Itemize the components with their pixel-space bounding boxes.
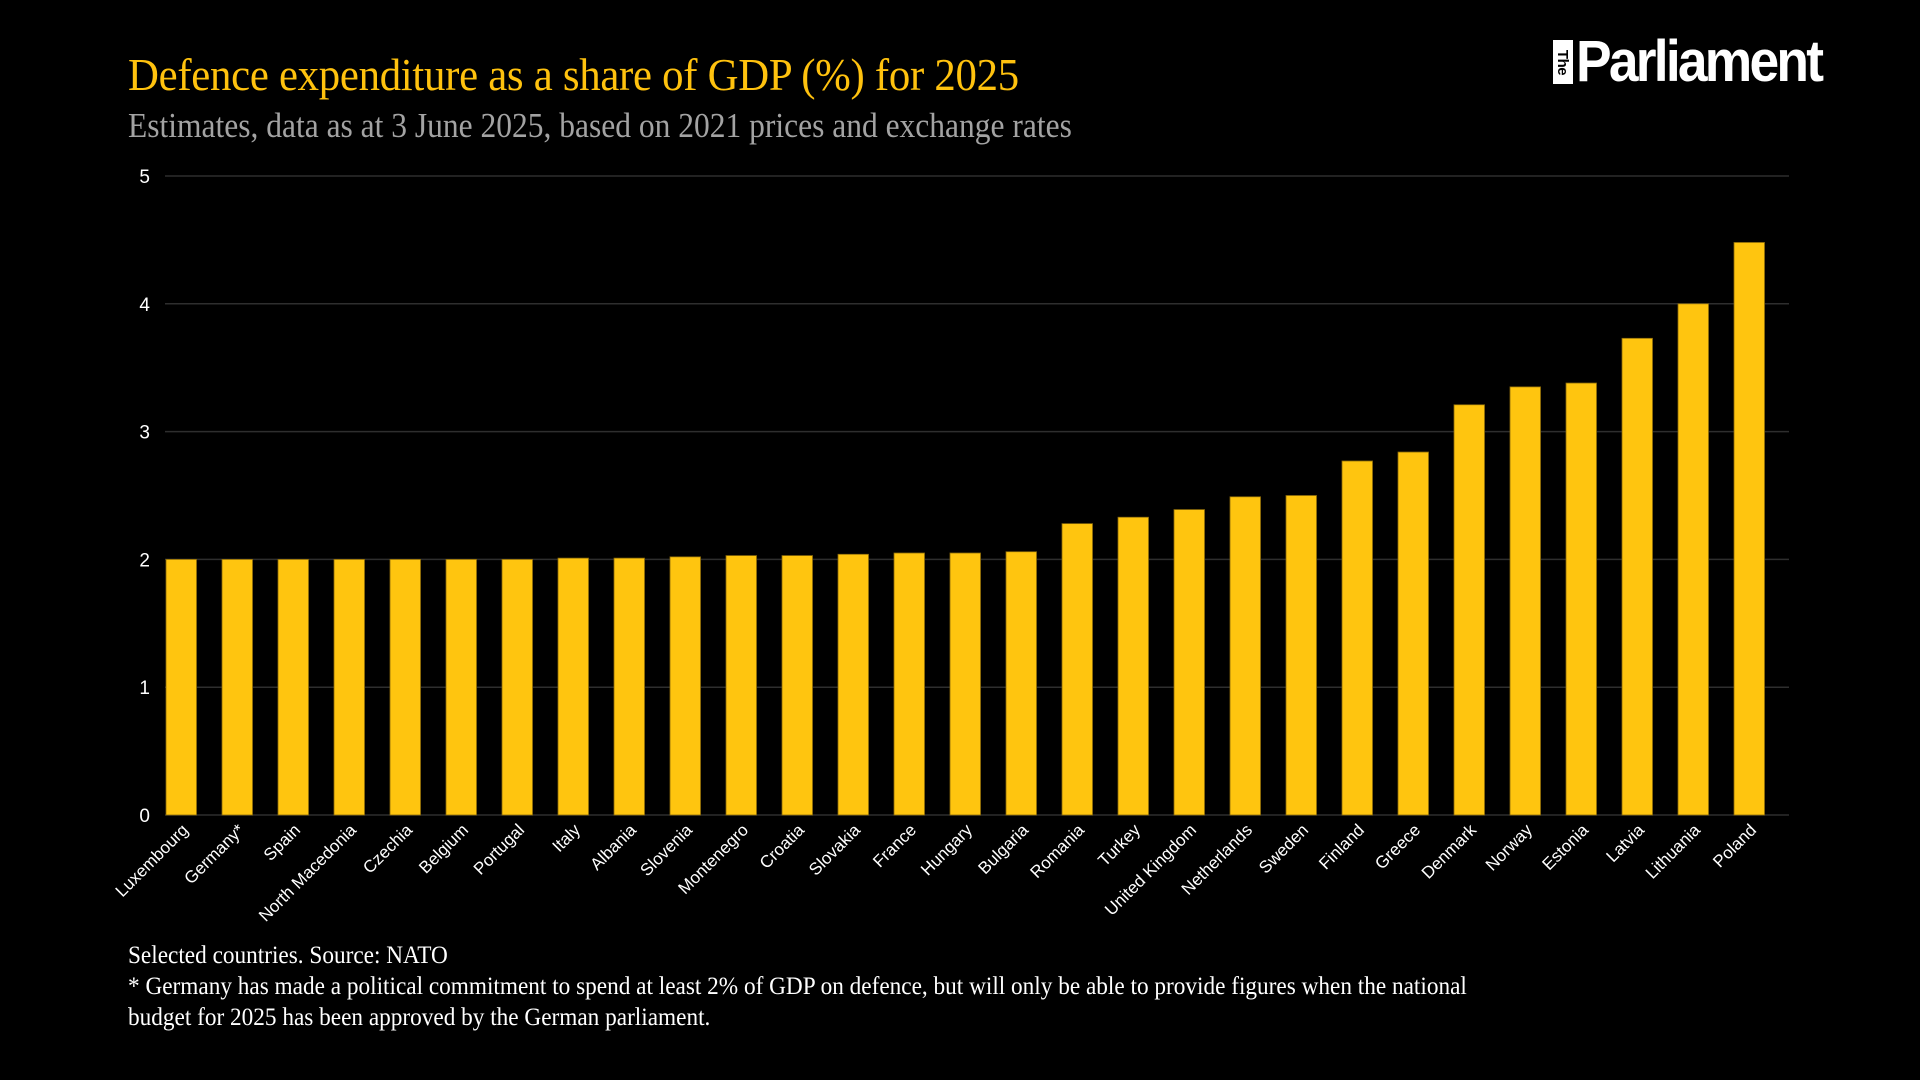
x-tick-label: Estonia (1539, 820, 1593, 874)
bar-sweden (1285, 495, 1317, 816)
source-note: Selected countries. Source: NATO (128, 942, 448, 969)
bar-belgium (445, 559, 477, 816)
x-tick-label: Romania (1027, 820, 1089, 882)
bar-denmark (1453, 404, 1485, 816)
x-tick-label: Poland (1709, 820, 1760, 871)
x-tick-label: Lithuania (1642, 820, 1705, 883)
y-tick-label: 0 (139, 806, 150, 827)
y-tick-label: 4 (139, 295, 150, 316)
x-tick-label: Denmark (1418, 820, 1481, 883)
chart-title: Defence expenditure as a share of GDP (%… (128, 49, 1019, 100)
x-tick-label: North Macedonia (255, 820, 360, 925)
bar-spain (277, 559, 309, 816)
bar-estonia (1565, 382, 1597, 816)
bars (165, 242, 1765, 816)
bar-slovenia (669, 556, 701, 816)
bar-north-macedonia (333, 559, 365, 816)
chart-footer: Selected countries. Source: NATO * Germa… (128, 940, 1828, 1033)
bar-luxembourg (165, 559, 197, 816)
bar-greece (1397, 451, 1429, 816)
bar-netherlands (1229, 496, 1261, 816)
x-tick-label: Finland (1315, 820, 1368, 873)
x-tick-label: Croatia (756, 820, 809, 873)
bar-albania (613, 557, 645, 816)
x-tick-label: Germany* (181, 820, 249, 888)
x-tick-label: Latvia (1603, 820, 1649, 866)
bar-finland (1341, 460, 1373, 816)
logo-name: Parliament (1576, 29, 1824, 94)
bar-czechia (389, 559, 421, 816)
bar-montenegro (725, 555, 757, 816)
bar-croatia (781, 555, 813, 816)
x-tick-label: Albania (587, 820, 641, 874)
y-tick-label: 5 (139, 167, 150, 188)
x-tick-label: Czechia (359, 820, 416, 877)
chart-subtitle: Estimates, data as at 3 June 2025, based… (128, 106, 1072, 145)
logo-the-box: The (1553, 40, 1573, 84)
x-tick-label: Slovakia (805, 820, 864, 879)
x-tick-label: Hungary (917, 820, 976, 879)
x-tick-label: Turkey (1094, 820, 1144, 870)
bar-turkey (1117, 516, 1149, 816)
x-tick-label: Luxembourg (112, 820, 192, 900)
bar-poland (1733, 242, 1765, 816)
bar-hungary (949, 552, 981, 816)
x-tick-label: Italy (549, 820, 585, 856)
x-tick-label: France (869, 820, 920, 871)
x-tick-label: Belgium (415, 820, 472, 877)
x-tick-label: Greece (1371, 820, 1424, 873)
x-tick-label: Spain (260, 820, 304, 864)
bar-italy (557, 557, 589, 816)
y-tick-label: 3 (139, 423, 150, 444)
bar-portugal (501, 559, 533, 816)
bar-norway (1509, 386, 1541, 816)
germany-footnote-line-2: budget for 2025 has been approved by the… (128, 1004, 711, 1031)
the-parliament-logo: The Parliament (1553, 29, 1843, 94)
bar-romania (1061, 523, 1093, 816)
bar-bulgaria (1005, 551, 1037, 816)
bar-slovakia (837, 553, 869, 816)
x-tick-label: Portugal (470, 820, 528, 878)
y-tick-label: 1 (139, 678, 150, 699)
bar-germany (221, 559, 253, 816)
germany-footnote-line-1: * Germany has made a political commitmen… (128, 973, 1467, 1000)
bar-lithuania (1677, 303, 1709, 816)
x-tick-label: Norway (1482, 820, 1537, 875)
bar-latvia (1621, 337, 1653, 816)
bar-united-kingdom (1173, 509, 1205, 816)
x-tick-label: Sweden (1255, 820, 1312, 877)
x-tick-label: Bulgaria (975, 820, 1033, 878)
bar-france (893, 552, 925, 816)
y-tick-label: 2 (139, 550, 150, 571)
y-axis-ticks: 0 1 2 3 4 5 (139, 167, 150, 827)
